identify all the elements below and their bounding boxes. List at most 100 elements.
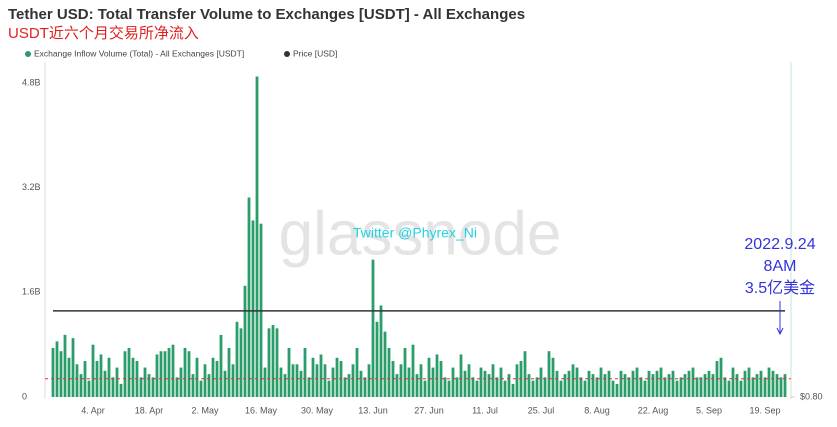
bar: [371, 259, 375, 397]
bar: [539, 367, 543, 397]
bar: [683, 374, 687, 397]
bar: [415, 374, 419, 397]
bar: [283, 374, 287, 397]
legend-label: Price [USD]: [293, 48, 337, 58]
bar: [483, 370, 487, 397]
bar: [267, 328, 271, 397]
bar: [115, 367, 119, 397]
bar: [163, 351, 167, 397]
bar: [611, 380, 615, 397]
bar: [595, 377, 599, 397]
chart-title: Tether USD: Total Transfer Volume to Exc…: [8, 6, 525, 23]
x-tick-label: 30. May: [301, 405, 334, 415]
x-tick-label: 8. Aug: [584, 405, 610, 415]
bar: [399, 364, 403, 397]
bar: [367, 364, 371, 397]
bar: [491, 364, 495, 397]
bar: [471, 377, 475, 397]
legend-label: Exchange Inflow Volume (Total) - All Exc…: [34, 48, 244, 58]
bar: [287, 347, 291, 397]
bar: [167, 347, 171, 397]
bar: [195, 357, 199, 397]
bar: [559, 380, 563, 397]
bar: [759, 370, 763, 397]
x-tick-label: 16. May: [245, 405, 278, 415]
bar: [459, 354, 463, 397]
bar: [547, 351, 551, 397]
bar: [691, 367, 695, 397]
bar: [767, 367, 771, 397]
bar: [151, 377, 155, 397]
bar: [779, 377, 783, 397]
bar: [203, 364, 207, 397]
bar: [131, 357, 135, 397]
bar: [735, 374, 739, 397]
bar: [639, 377, 643, 397]
bar: [507, 374, 511, 397]
bar: [579, 377, 583, 397]
bar: [423, 380, 427, 397]
bar: [447, 380, 451, 397]
bar: [523, 351, 527, 397]
credit: Twitter @Phyrex_Ni: [353, 225, 477, 241]
x-tick-label: 19. Sep: [749, 405, 780, 415]
bar: [119, 383, 123, 397]
bar: [667, 374, 671, 397]
bar: [599, 367, 603, 397]
bar: [635, 367, 639, 397]
bar: [647, 370, 651, 397]
bar: [231, 364, 235, 397]
bar: [239, 328, 243, 397]
bar: [543, 377, 547, 397]
bar: [91, 344, 95, 397]
bar: [699, 377, 703, 397]
annotation: 2022.9.24: [744, 236, 815, 253]
bar: [175, 377, 179, 397]
bar: [111, 377, 115, 397]
y-tick-label: 1.6B: [22, 287, 41, 297]
bar: [475, 380, 479, 397]
bar: [479, 367, 483, 397]
watermark: glassnode: [279, 199, 562, 268]
bar: [775, 374, 779, 397]
bar: [223, 370, 227, 397]
bar: [495, 377, 499, 397]
bar: [587, 370, 591, 397]
bar: [503, 380, 507, 397]
x-tick-label: 18. Apr: [135, 405, 164, 415]
bar: [643, 380, 647, 397]
bar: [243, 285, 247, 397]
bar: [551, 357, 555, 397]
bar: [411, 344, 415, 397]
bar: [467, 364, 471, 397]
bar: [171, 344, 175, 397]
bar: [311, 357, 315, 397]
bar: [83, 361, 87, 397]
bar: [687, 370, 691, 397]
bar: [127, 347, 131, 397]
y-tick-label: 0: [22, 391, 27, 401]
bar: [251, 220, 255, 397]
bar: [247, 197, 251, 397]
bar: [379, 305, 383, 397]
x-tick-label: 5. Sep: [696, 405, 722, 415]
bar: [679, 377, 683, 397]
bar: [675, 380, 679, 397]
bar: [123, 351, 127, 397]
bar: [219, 334, 223, 397]
bar: [719, 357, 723, 397]
bar: [279, 367, 283, 397]
bar: [403, 347, 407, 397]
bar: [723, 377, 727, 397]
x-tick-label: 11. Jul: [472, 405, 498, 415]
bar: [631, 370, 635, 397]
bar: [263, 367, 267, 397]
bar: [623, 374, 627, 397]
bar: [527, 374, 531, 397]
bar: [771, 370, 775, 397]
bar: [275, 328, 279, 397]
bar: [487, 374, 491, 397]
bar: [435, 354, 439, 397]
bar: [427, 357, 431, 397]
